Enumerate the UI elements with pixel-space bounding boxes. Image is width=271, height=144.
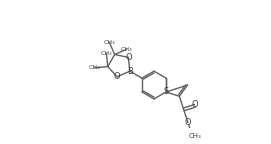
Text: CH₃: CH₃ [89,65,100,70]
Text: B: B [127,67,133,76]
Text: O: O [114,72,120,81]
Text: O: O [125,53,132,62]
Text: O: O [185,118,191,127]
Text: S: S [163,87,169,96]
Text: CH₃: CH₃ [189,133,202,139]
Text: CH₃: CH₃ [101,51,112,56]
Text: CH₃: CH₃ [104,40,115,45]
Text: O: O [192,100,198,109]
Text: CH₃: CH₃ [121,47,133,52]
